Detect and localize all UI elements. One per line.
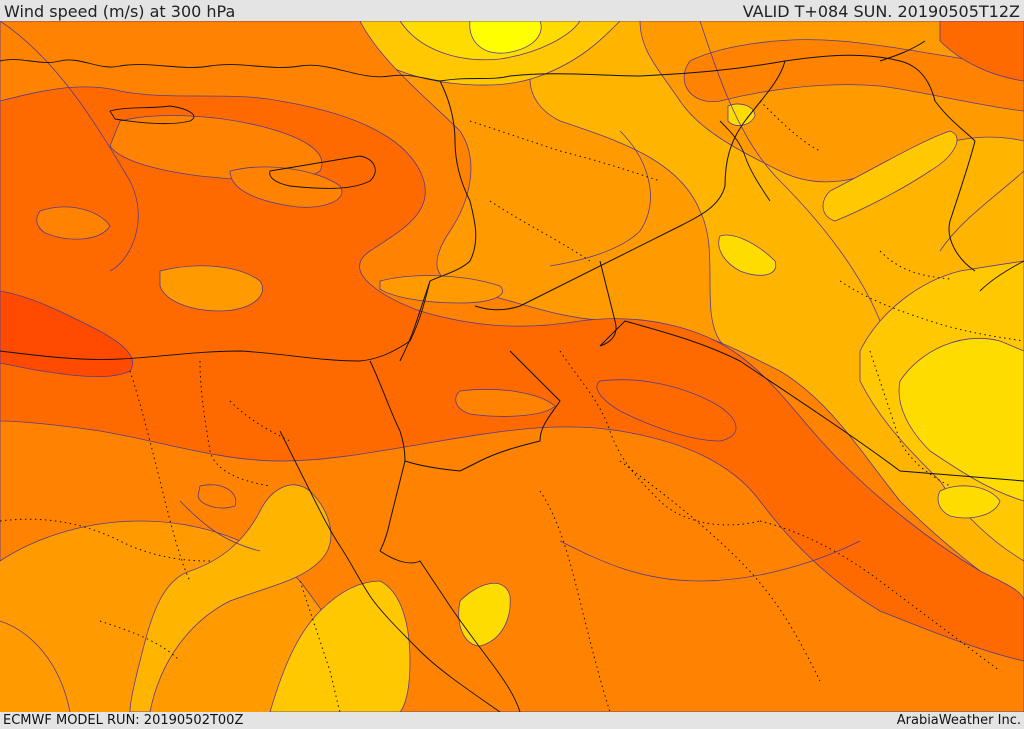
admin-borders — [0, 100, 1024, 712]
footer-bar: ECMWF MODEL RUN: 20190502T00Z ArabiaWeat… — [0, 712, 1024, 729]
band-mid-pocket-1 — [159, 265, 263, 312]
map-svg — [0, 21, 1024, 712]
coastlines — [0, 59, 1024, 712]
credit-label: ArabiaWeather Inc. — [896, 713, 1021, 728]
band-lowest-north — [469, 21, 542, 54]
band-mid-pocket-2 — [379, 275, 503, 304]
band-mid-high-island-central — [455, 389, 556, 417]
wind-speed-map — [0, 21, 1024, 712]
band-lower-blob-4 — [727, 103, 756, 126]
model-run-label: ECMWF MODEL RUN: 20190502T00Z — [3, 713, 244, 728]
header-bar: Wind speed (m/s) at 300 hPa VALID T+084 … — [0, 0, 1024, 21]
band-low-mideast — [822, 130, 958, 222]
band-lower-blob-2 — [718, 234, 777, 276]
contour-lines — [0, 21, 1024, 712]
band-mid-high-island-west — [36, 206, 111, 240]
map-title: Wind speed (m/s) at 300 hPa — [4, 2, 236, 21]
band-high-west — [0, 86, 1024, 662]
band-lower-east-pocket — [898, 338, 1024, 502]
band-lower-blob-3 — [937, 485, 1001, 519]
band-mid-high-island-north — [109, 115, 323, 182]
valid-time: VALID T+084 SUN. 20190505T12Z — [742, 2, 1020, 21]
band-mid-high-island-south — [197, 484, 237, 509]
country-borders — [369, 40, 1024, 552]
band-lower-blob-1 — [458, 582, 511, 647]
band-mid-high-northeast — [683, 39, 1024, 112]
band-mid-low-southwest — [129, 484, 332, 712]
band-high-streak-east — [596, 379, 737, 442]
band-low-southwest — [269, 580, 411, 712]
